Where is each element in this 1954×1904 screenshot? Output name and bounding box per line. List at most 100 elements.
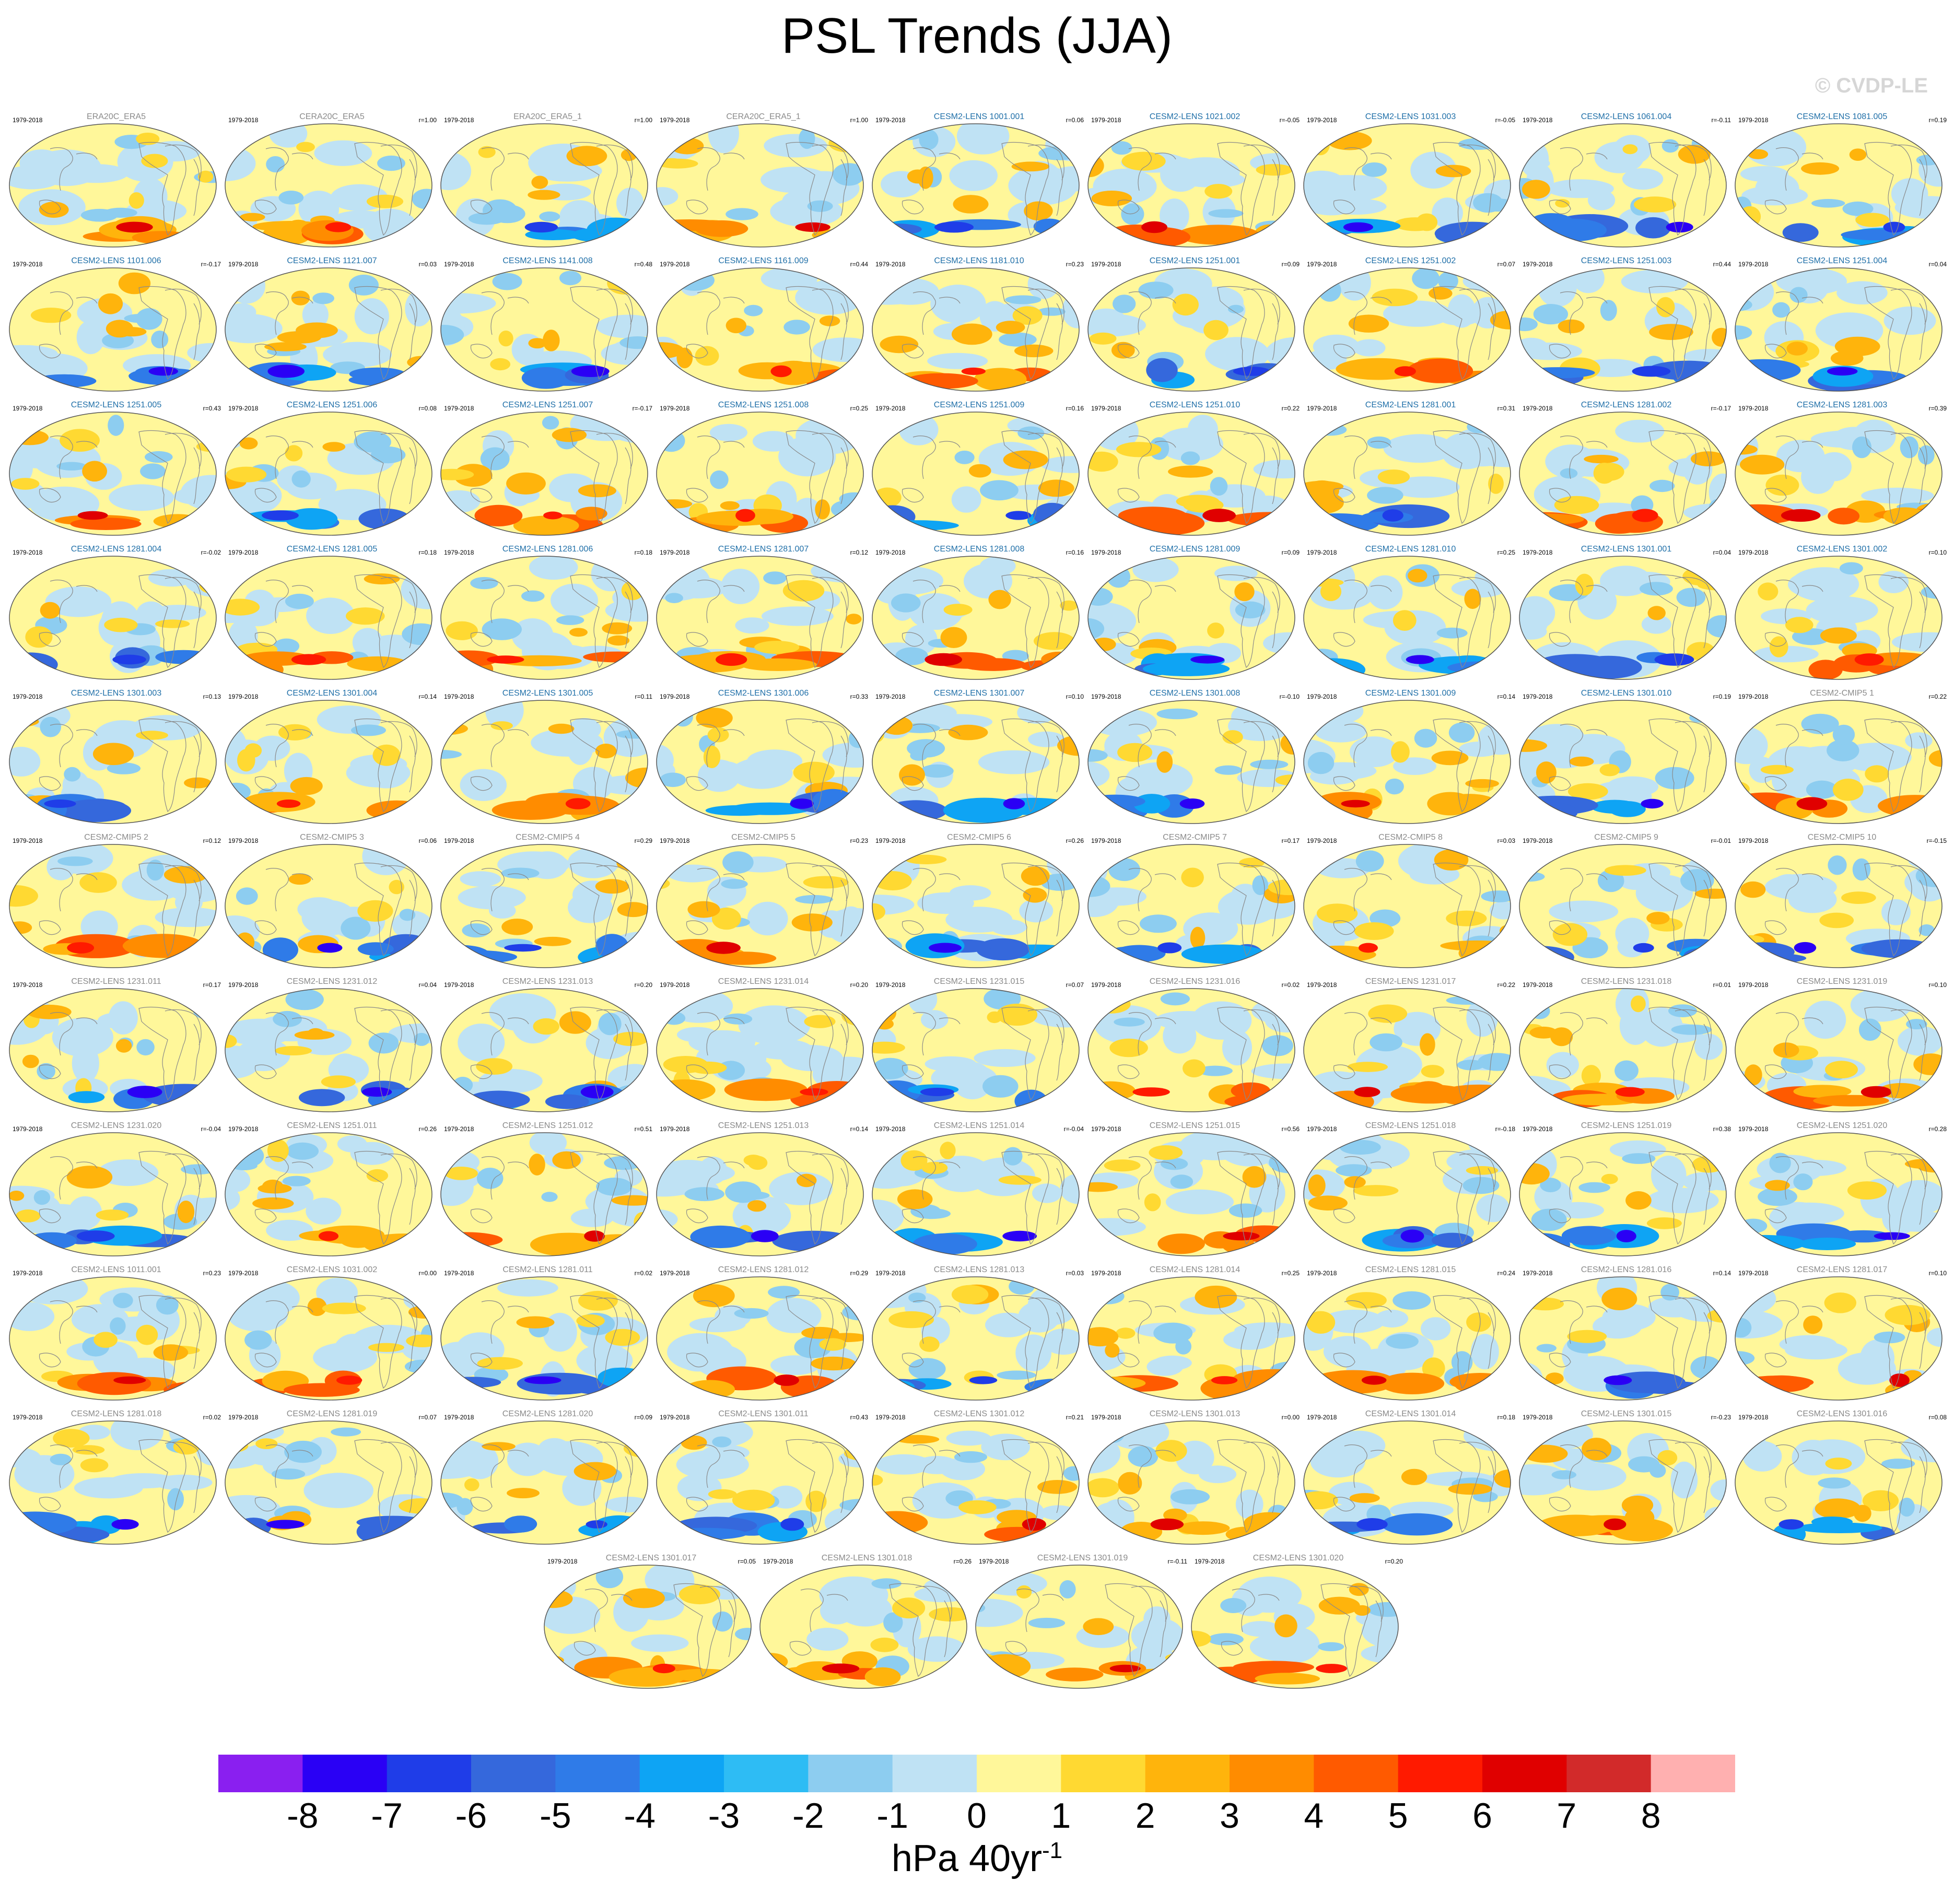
anomaly-blob bbox=[529, 556, 578, 580]
anomaly-blob bbox=[943, 604, 973, 616]
panel-title: CESM2-LENS 1301.003 bbox=[71, 689, 162, 698]
anomaly-core bbox=[1005, 511, 1032, 520]
anomaly-blob bbox=[1181, 867, 1204, 888]
anomaly-core bbox=[770, 365, 792, 378]
globe-outline bbox=[1087, 1276, 1295, 1401]
anomaly-core bbox=[1202, 509, 1236, 522]
anomaly-blob bbox=[747, 749, 803, 773]
coastline bbox=[193, 447, 200, 504]
anomaly-core bbox=[113, 1376, 146, 1384]
anomaly-blob bbox=[1628, 1456, 1660, 1473]
globe-map bbox=[440, 1132, 648, 1256]
anomaly-blob bbox=[1234, 582, 1255, 602]
anomaly-blob bbox=[1578, 1182, 1610, 1193]
coastline bbox=[1648, 1439, 1696, 1533]
panel-title: CESM2-CMIP5 9 bbox=[1594, 833, 1658, 842]
coastline bbox=[1433, 1295, 1481, 1389]
anomaly-blob bbox=[275, 1046, 312, 1055]
anomaly-blob bbox=[506, 472, 546, 495]
anomaly-core bbox=[1150, 1518, 1184, 1531]
coastline bbox=[481, 724, 505, 768]
panel-title: CESM2-LENS 1251.006 bbox=[286, 401, 378, 409]
coastline bbox=[625, 447, 631, 504]
coastline bbox=[1272, 1312, 1279, 1369]
globe-map bbox=[872, 412, 1080, 536]
panel-correlation: r=0.24 bbox=[1497, 1270, 1515, 1277]
map-panel: 1979-2018 CESM2-LENS 1251.019 r=0.38 bbox=[1518, 1121, 1734, 1262]
map-panel: 1979-2018 CESM2-LENS 1251.012 r=0.51 bbox=[440, 1121, 656, 1262]
coastline bbox=[1272, 303, 1279, 360]
coastline bbox=[1549, 920, 1571, 935]
globe-outline bbox=[440, 844, 648, 968]
coastline bbox=[138, 430, 186, 524]
coastline bbox=[570, 286, 618, 380]
anomaly-blob bbox=[528, 338, 546, 349]
coastline bbox=[840, 447, 847, 504]
anomaly-blob bbox=[1354, 1605, 1371, 1616]
anomaly-blob bbox=[703, 745, 721, 768]
anomaly-blob bbox=[1917, 445, 1935, 465]
anomaly-blob bbox=[899, 414, 939, 445]
anomaly-blob bbox=[1790, 567, 1859, 602]
anomaly-blob bbox=[740, 658, 817, 671]
anomaly-core bbox=[1406, 655, 1434, 664]
anomaly-blob bbox=[476, 1168, 504, 1189]
globe-outline bbox=[1303, 123, 1511, 248]
anomaly-blob bbox=[302, 301, 329, 329]
anomaly-core bbox=[76, 1230, 115, 1242]
coastline bbox=[1333, 199, 1355, 215]
anomaly-blob bbox=[1410, 151, 1457, 189]
coastline bbox=[39, 1353, 61, 1368]
anomaly-blob bbox=[927, 352, 988, 369]
panel-correlation: r=0.44 bbox=[1713, 261, 1731, 268]
globe-map bbox=[1519, 412, 1727, 536]
anomaly-blob bbox=[709, 424, 747, 441]
anomaly-blob bbox=[663, 1160, 713, 1176]
coastline bbox=[1272, 159, 1279, 216]
anomaly-core bbox=[1779, 1519, 1804, 1530]
panel-title: CESM2-LENS 1141.008 bbox=[502, 256, 593, 265]
panel-period: 1979-2018 bbox=[1307, 405, 1337, 412]
coastline bbox=[1764, 632, 1787, 647]
anomaly-blob bbox=[1089, 709, 1157, 736]
anomaly-blob bbox=[596, 1178, 633, 1196]
coastline bbox=[939, 729, 961, 736]
anomaly-blob bbox=[1429, 287, 1453, 300]
anomaly-blob bbox=[1210, 477, 1228, 496]
coastline bbox=[596, 144, 633, 181]
coastline bbox=[409, 879, 416, 937]
coastline bbox=[1801, 1161, 1823, 1169]
anomaly-blob bbox=[237, 749, 255, 772]
anomaly-core bbox=[1141, 221, 1167, 233]
anomaly-blob bbox=[1143, 1606, 1171, 1631]
coastline bbox=[354, 430, 402, 524]
globe-outline bbox=[1303, 267, 1511, 392]
anomaly-blob bbox=[356, 1515, 429, 1529]
coastline bbox=[291, 152, 313, 160]
coastline bbox=[1459, 577, 1496, 613]
anomaly-blob bbox=[529, 1154, 545, 1176]
anomaly-blob bbox=[920, 764, 954, 778]
coastline bbox=[625, 1312, 631, 1369]
panel-title: CESM2-LENS 1101.006 bbox=[71, 256, 161, 265]
globe-outline bbox=[1735, 1276, 1943, 1401]
coastline bbox=[1344, 1444, 1367, 1488]
anomaly-blob bbox=[1519, 1133, 1538, 1157]
anomaly-blob bbox=[1103, 1424, 1125, 1443]
anomaly-blob bbox=[803, 876, 849, 889]
coastline bbox=[723, 1306, 745, 1313]
coastline bbox=[50, 436, 73, 479]
colorbar-tick-label: -1 bbox=[876, 1796, 908, 1836]
coastline bbox=[1001, 142, 1049, 236]
anomaly-blob bbox=[1416, 213, 1438, 231]
coastline bbox=[380, 577, 417, 613]
panel-period: 1979-2018 bbox=[228, 1125, 259, 1133]
anomaly-blob bbox=[377, 155, 405, 171]
anomaly-blob bbox=[710, 470, 729, 489]
anomaly-blob bbox=[57, 856, 93, 866]
coastline bbox=[699, 1585, 736, 1622]
coastline bbox=[380, 1153, 417, 1190]
anomaly-blob bbox=[1678, 145, 1711, 164]
panel-title: CESM2-LENS 1031.003 bbox=[1365, 112, 1456, 121]
anomaly-blob bbox=[662, 1012, 686, 1025]
